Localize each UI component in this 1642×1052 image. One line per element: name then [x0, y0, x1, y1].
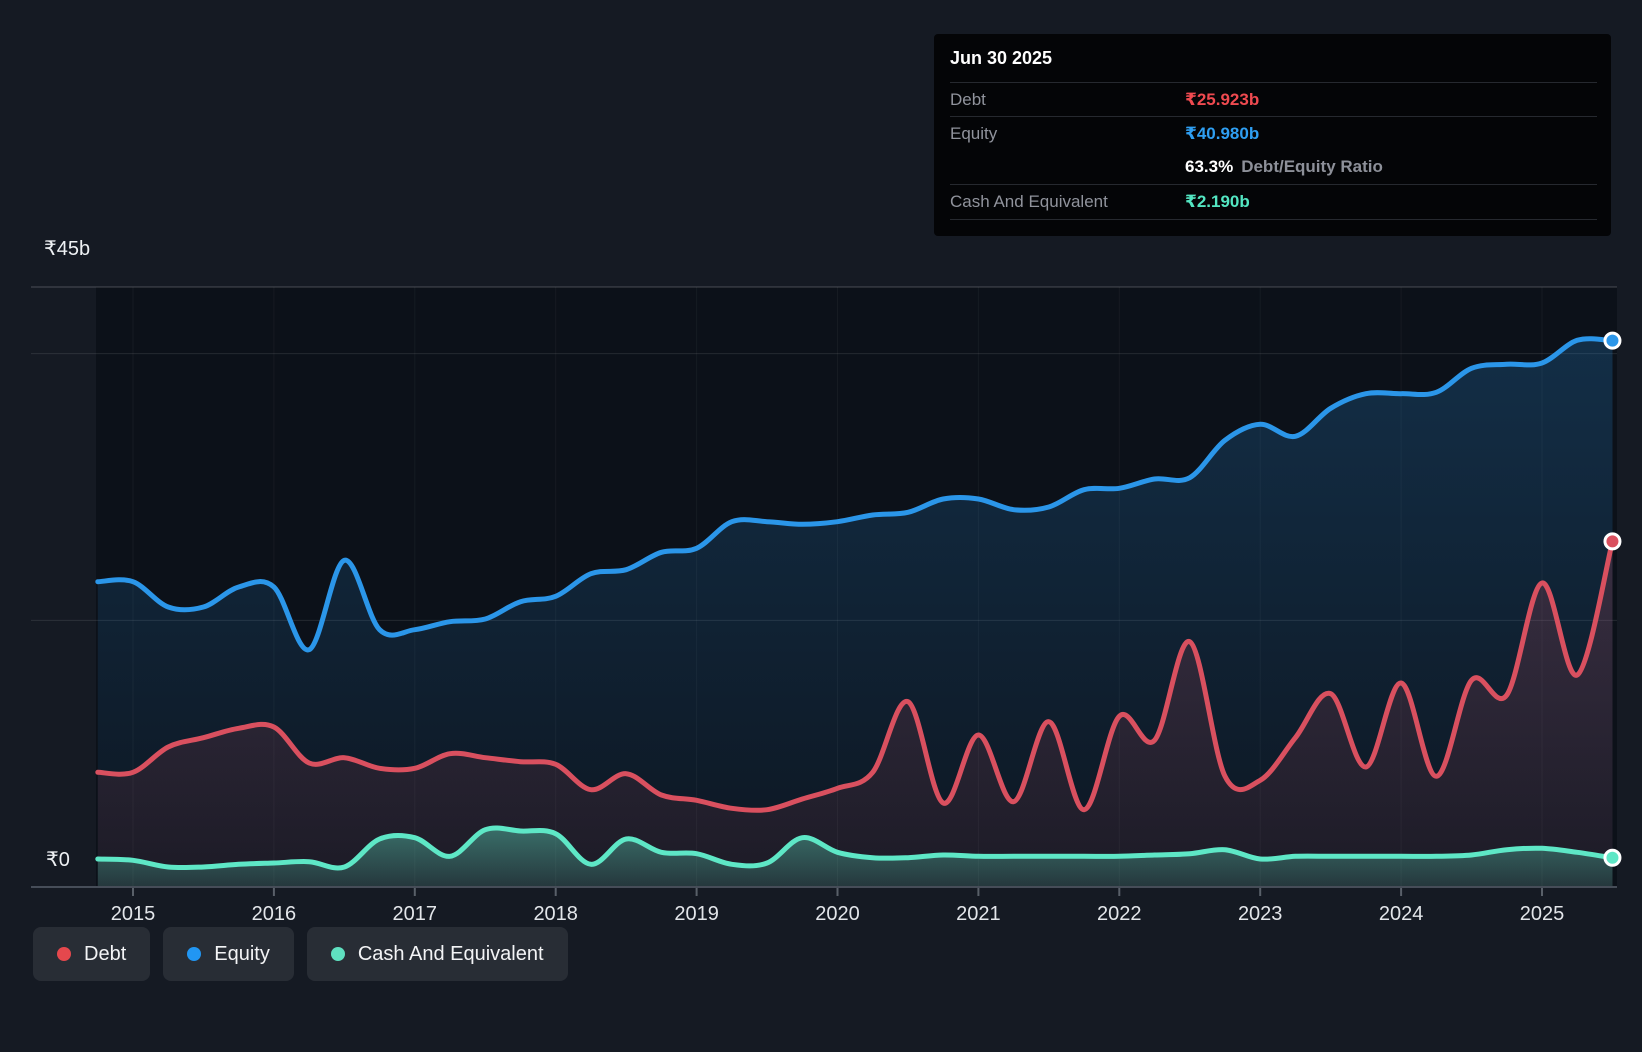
tooltip-debt-value: ₹25.923b — [1185, 89, 1260, 109]
tooltip-ratio-label: Debt/Equity Ratio — [1241, 157, 1383, 176]
x-tick-label-2015: 2015 — [111, 903, 156, 925]
legend-chip-cash[interactable]: Cash And Equivalent — [306, 927, 568, 981]
equity-dot-icon — [187, 947, 202, 961]
legend-cash-label: Cash And Equivalent — [357, 942, 544, 965]
debt-dot-icon — [57, 947, 71, 961]
legend-equity-label: Equity — [214, 942, 270, 965]
series-line-cash-and-equivalent — [95, 825, 1615, 871]
series-line-debt — [95, 538, 1615, 813]
x-tick-label-2018: 2018 — [533, 903, 578, 925]
tooltip-equity-label: Equity — [950, 123, 998, 143]
legend-chip-equity[interactable]: Equity — [163, 927, 294, 981]
tooltip-row-ratio: 63.3% Debt/Equity Ratio — [950, 150, 1597, 184]
tooltip-row-debt: Debt ₹25.923b — [950, 82, 1597, 116]
x-tick-label-2016: 2016 — [252, 903, 297, 925]
x-tick-label-2025: 2025 — [1520, 903, 1565, 925]
x-tick-label-2024: 2024 — [1379, 903, 1424, 925]
series-area-equity — [97, 338, 1613, 888]
x-tick-label-2021: 2021 — [956, 903, 1001, 925]
hover-tooltip: Jun 30 2025 Debt ₹25.923b Equity ₹40.980… — [934, 34, 1611, 236]
tooltip-row-equity: Equity ₹40.980b — [950, 116, 1597, 150]
tooltip-debt-label: Debt — [950, 89, 986, 109]
legend: Debt Equity Cash And Equivalent — [33, 927, 568, 981]
tooltip-bottom-rule — [950, 219, 1597, 236]
x-tick-label-2022: 2022 — [1097, 903, 1142, 925]
series-area-debt — [97, 541, 1613, 887]
tooltip-cash-label: Cash And Equivalent — [950, 192, 1108, 211]
tooltip-equity-value: ₹40.980b — [1185, 123, 1260, 143]
tooltip-date: Jun 30 2025 — [950, 47, 1053, 68]
tooltip-ratio-value: 63.3% — [1185, 157, 1234, 176]
end-marker-debt — [1603, 532, 1622, 551]
cash-dot-icon — [330, 947, 345, 961]
series-line-equity — [95, 336, 1615, 653]
y-axis-label-45b: ₹45b — [44, 238, 91, 260]
x-tick-label-2017: 2017 — [393, 903, 438, 925]
x-tick-label-2020: 2020 — [815, 903, 860, 925]
end-marker-cash-and-equivalent — [1603, 848, 1622, 867]
tooltip-row-cash: Cash And Equivalent ₹2.190b — [950, 184, 1597, 219]
end-marker-equity — [1603, 331, 1622, 350]
legend-debt-label: Debt — [84, 942, 127, 965]
tooltip-cash-value: ₹2.190b — [1185, 192, 1250, 211]
x-tick-label-2023: 2023 — [1238, 903, 1283, 925]
legend-chip-debt[interactable]: Debt — [33, 927, 151, 981]
x-tick-label-2019: 2019 — [674, 903, 719, 925]
y-axis-label-0: ₹0 — [46, 849, 70, 871]
